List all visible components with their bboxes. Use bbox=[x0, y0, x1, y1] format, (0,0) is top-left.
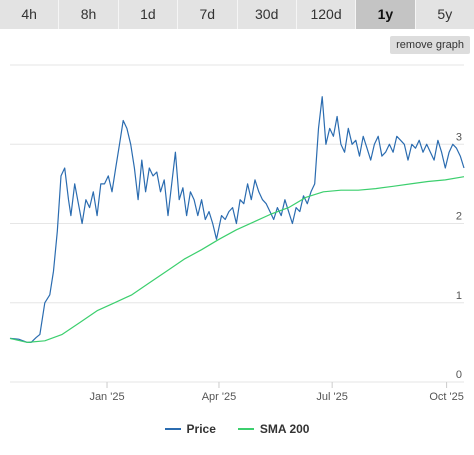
y-tick-label-3: 3 bbox=[456, 131, 462, 143]
y-tick-label-1: 1 bbox=[456, 290, 462, 302]
legend-label-price: Price bbox=[186, 422, 216, 436]
price-chart: 0 1 2 3 Jan '25 Apr '25 Jul '25 Oct '25 bbox=[9, 64, 465, 403]
remove-graph-button[interactable]: remove graph bbox=[390, 36, 470, 54]
range-tab-1y[interactable]: 1y bbox=[356, 0, 416, 29]
price-series-line bbox=[9, 96, 465, 343]
range-tab-120d[interactable]: 120d bbox=[296, 0, 357, 29]
legend-swatch-price bbox=[164, 428, 181, 430]
y-tick-label-2: 2 bbox=[456, 211, 462, 223]
x-tick-label: Jul '25 bbox=[316, 391, 347, 403]
range-tabs: 4h 8h 1d 7d 30d 120d 1y 5y bbox=[0, 0, 474, 29]
range-tab-8h[interactable]: 8h bbox=[59, 0, 119, 29]
range-tab-5y[interactable]: 5y bbox=[415, 0, 474, 29]
legend-swatch-sma bbox=[237, 428, 254, 430]
legend-label-sma: SMA 200 bbox=[259, 422, 310, 436]
range-tab-30d[interactable]: 30d bbox=[237, 0, 297, 29]
legend-item-price[interactable]: Price bbox=[164, 422, 216, 436]
sma-series-line bbox=[9, 176, 465, 343]
range-tab-4h[interactable]: 4h bbox=[0, 0, 60, 29]
range-tab-1d[interactable]: 1d bbox=[118, 0, 179, 29]
x-tick-label: Oct '25 bbox=[429, 391, 464, 403]
range-tab-7d[interactable]: 7d bbox=[178, 0, 238, 29]
legend-item-sma[interactable]: SMA 200 bbox=[237, 422, 310, 436]
x-tick-label: Jan '25 bbox=[89, 391, 124, 403]
y-tick-label-0: 0 bbox=[456, 369, 462, 381]
chart-legend: Price SMA 200 bbox=[0, 420, 474, 438]
x-tick-label: Apr '25 bbox=[202, 391, 237, 403]
